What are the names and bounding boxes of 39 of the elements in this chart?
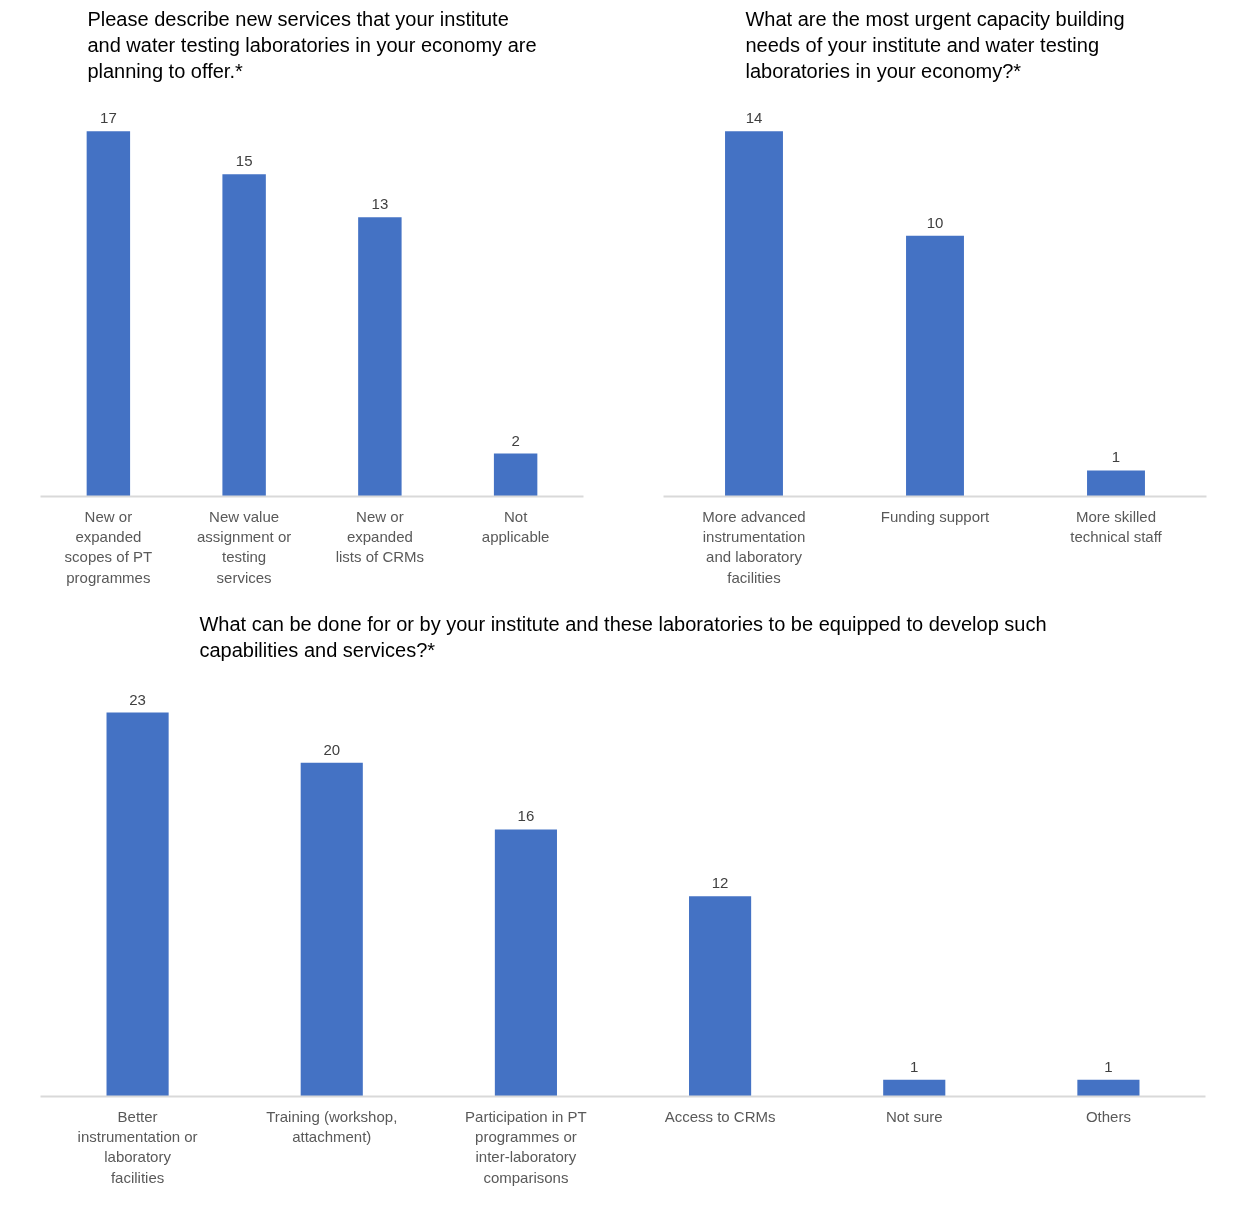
bar bbox=[493, 453, 538, 497]
data-label: 23 bbox=[129, 690, 146, 708]
x-tick-label: Not applicable bbox=[481, 507, 550, 545]
data-label: 1 bbox=[1111, 448, 1121, 466]
chart-title: What can be done for or by your institute and these laboratories to be equipped to develop such capabilities and services?* bbox=[199, 613, 1047, 662]
x-tick-label: Participation in PT programmes or inter-laboratory comparisons bbox=[465, 1107, 587, 1186]
x-tick-label: More skilled technical staff bbox=[1070, 507, 1163, 545]
data-label: 17 bbox=[100, 109, 117, 127]
x-tick-label: Funding support bbox=[880, 507, 991, 525]
data-label: 1 bbox=[910, 1057, 919, 1075]
bar bbox=[494, 829, 557, 1097]
data-label: 14 bbox=[745, 109, 763, 127]
data-label: 1 bbox=[1104, 1057, 1113, 1075]
bar bbox=[106, 712, 169, 1097]
x-tick-label: New value assignment or testing services bbox=[197, 507, 292, 586]
data-label: 12 bbox=[711, 874, 729, 892]
x-tick-label: Access to CRMs bbox=[664, 1107, 776, 1125]
x-tick-label: Better instrumentation or laboratory facilities bbox=[77, 1107, 198, 1186]
x-tick-label: Training (workshop, attachment) bbox=[266, 1107, 398, 1145]
bar bbox=[1077, 1079, 1140, 1097]
bar bbox=[358, 217, 402, 497]
bar bbox=[300, 762, 363, 1097]
data-label: 20 bbox=[323, 740, 341, 758]
data-label: 13 bbox=[371, 195, 389, 213]
chart-title: What are the most urgent capacity building needs of your institute and water testing laboratories in your economy?* bbox=[745, 7, 1125, 83]
bar bbox=[883, 1079, 946, 1097]
chart-title: Please describe new services that your institute and water testing laboratories in your economy are planning to offer.* bbox=[87, 7, 537, 83]
x-tick-label: More advanced instrumentation and laboratory facilities bbox=[702, 507, 806, 586]
data-label: 15 bbox=[235, 152, 253, 170]
x-tick-label: New or expanded scopes of PT programmes bbox=[64, 507, 153, 586]
data-label: 10 bbox=[926, 213, 944, 231]
bar bbox=[222, 174, 266, 497]
bar bbox=[689, 896, 752, 1097]
bar bbox=[86, 131, 131, 497]
data-label: 2 bbox=[511, 431, 520, 449]
x-tick-label: New or expanded lists of CRMs bbox=[335, 507, 425, 566]
x-tick-label: Not sure bbox=[885, 1107, 943, 1125]
data-label: 16 bbox=[517, 807, 535, 825]
x-tick-label: Others bbox=[1085, 1107, 1131, 1125]
